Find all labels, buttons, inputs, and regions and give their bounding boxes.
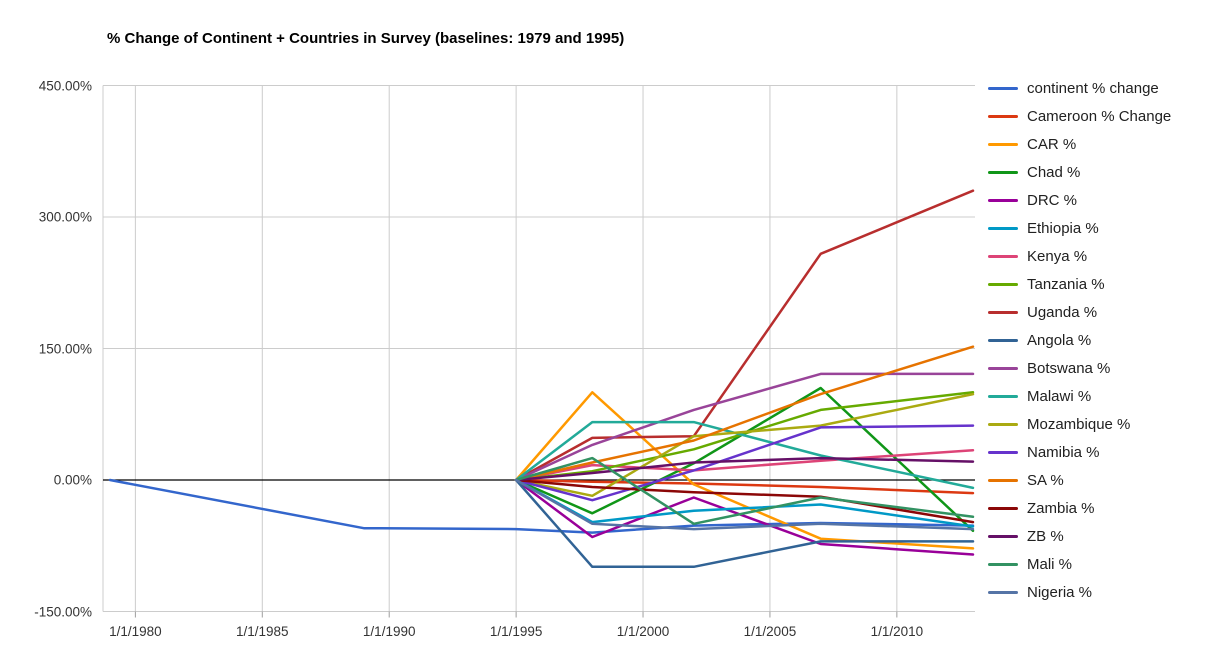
legend-item-sa[interactable]: SA % — [988, 466, 1171, 494]
legend-item-zambia[interactable]: Zambia % — [988, 494, 1171, 522]
series-line-angola[interactable] — [514, 478, 975, 569]
legend-item-malawi[interactable]: Malawi % — [988, 382, 1171, 410]
x-axis-label: 1/1/1980 — [109, 624, 162, 639]
legend-label: Botswana % — [1027, 359, 1111, 377]
legend-item-cameroon-change[interactable]: Cameroon % Change — [988, 102, 1171, 130]
legend-label: Kenya % — [1027, 247, 1088, 265]
series-line-namibia[interactable] — [514, 424, 975, 502]
legend-label: Namibia % — [1027, 443, 1100, 461]
legend-label: ZB % — [1027, 527, 1064, 545]
legend-swatch-icon — [988, 310, 1018, 314]
legend-swatch-icon — [988, 142, 1018, 146]
y-axis-label: -150.00% — [34, 604, 92, 619]
series-line-malawi[interactable] — [514, 420, 975, 490]
chart-title: % Change of Continent + Countries in Sur… — [107, 30, 625, 47]
series-line-mali[interactable] — [514, 456, 975, 526]
legend-item-botswana[interactable]: Botswana % — [988, 354, 1171, 382]
legend-item-uganda[interactable]: Uganda % — [988, 298, 1171, 326]
legend-label: Mozambique % — [1027, 415, 1131, 433]
legend-label: Chad % — [1027, 163, 1081, 181]
legend-item-continent-change[interactable]: continent % change — [988, 74, 1171, 102]
legend-label: Nigeria % — [1027, 583, 1093, 601]
y-axis-label: 150.00% — [38, 341, 92, 356]
legend-swatch-icon — [988, 478, 1018, 482]
legend-swatch-icon — [988, 366, 1018, 370]
legend-item-zb[interactable]: ZB % — [988, 522, 1171, 550]
legend-label: Mali % — [1027, 555, 1073, 573]
series-line-nigeria[interactable] — [514, 478, 975, 531]
legend-swatch-icon — [988, 170, 1018, 174]
x-axis-label: 1/1/1990 — [362, 624, 416, 639]
legend-item-chad[interactable]: Chad % — [988, 158, 1171, 186]
legend-label: SA % — [1027, 471, 1064, 489]
legend-swatch-icon — [988, 86, 1018, 90]
legend-label: CAR % — [1027, 135, 1077, 153]
legend-swatch-icon — [988, 422, 1018, 426]
legend-item-tanzania[interactable]: Tanzania % — [988, 270, 1171, 298]
legend-item-namibia[interactable]: Namibia % — [988, 438, 1171, 466]
series-line-sa[interactable] — [514, 345, 975, 482]
x-axis-label: 1/1/1995 — [489, 624, 543, 639]
y-axis-label: 0.00% — [53, 472, 92, 488]
legend-item-kenya[interactable]: Kenya % — [988, 242, 1171, 270]
legend-item-car[interactable]: CAR % — [988, 130, 1171, 158]
legend-label: Cameroon % Change — [1027, 107, 1172, 125]
legend-swatch-icon — [988, 254, 1018, 258]
series-line-botswana[interactable] — [514, 372, 975, 482]
legend-swatch-icon — [988, 226, 1018, 230]
legend-swatch-icon — [988, 282, 1018, 286]
x-axis-label: 1/1/2010 — [870, 624, 924, 639]
legend-swatch-icon — [988, 198, 1018, 202]
legend-swatch-icon — [988, 450, 1018, 454]
legend-label: Tanzania % — [1027, 275, 1105, 293]
legend-item-mozambique[interactable]: Mozambique % — [988, 410, 1171, 438]
series-line-zb[interactable] — [514, 456, 975, 482]
legend-label: continent % change — [1027, 79, 1159, 97]
x-axis-label: 1/1/1985 — [236, 624, 289, 639]
legend-swatch-icon — [988, 114, 1018, 118]
legend-swatch-icon — [988, 590, 1018, 594]
legend-swatch-icon — [988, 394, 1018, 398]
legend-label: Uganda % — [1027, 303, 1098, 321]
legend-label: DRC % — [1027, 191, 1078, 209]
legend-item-angola[interactable]: Angola % — [988, 326, 1171, 354]
legend-item-nigeria[interactable]: Nigeria % — [988, 578, 1171, 606]
y-axis-label: 300.00% — [38, 209, 92, 225]
legend-item-mali[interactable]: Mali % — [988, 550, 1171, 578]
legend-swatch-icon — [988, 506, 1018, 510]
legend-label: Angola % — [1027, 331, 1092, 349]
legend-swatch-icon — [988, 534, 1018, 538]
legend-item-drc[interactable]: DRC % — [988, 186, 1171, 214]
y-axis-label: 450.00% — [38, 78, 92, 93]
legend-item-ethiopia[interactable]: Ethiopia % — [988, 214, 1171, 242]
series-line-mozambique[interactable] — [514, 392, 975, 498]
legend-swatch-icon — [988, 338, 1018, 342]
series-line-drc[interactable] — [514, 478, 975, 556]
legend-label: Malawi % — [1027, 387, 1092, 405]
x-axis-label: 1/1/2000 — [616, 624, 670, 639]
legend: continent % change Cameroon % Change CAR %… — [988, 74, 1171, 606]
legend-label: Ethiopia % — [1027, 219, 1099, 237]
x-axis-label: 1/1/2005 — [743, 624, 797, 639]
legend-swatch-icon — [988, 562, 1018, 566]
legend-label: Zambia % — [1027, 499, 1095, 517]
